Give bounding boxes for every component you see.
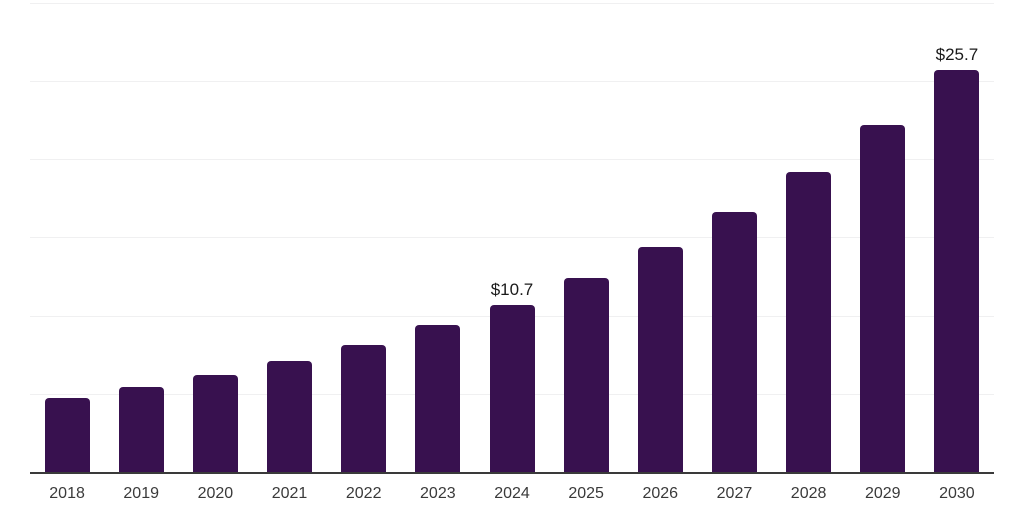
gridline-y-25 — [30, 80, 994, 82]
gridline-y-15 — [30, 237, 994, 239]
bar-2030[interactable] — [934, 69, 980, 472]
gridline-y-20 — [30, 159, 994, 160]
x-tick-2029: 2029 — [864, 485, 901, 502]
x-tick-2018: 2018 — [49, 485, 85, 502]
gridline-y-30 — [30, 2, 994, 4]
bar-2020[interactable] — [192, 374, 238, 472]
data-label-2024: $10.7 — [490, 279, 534, 299]
x-axis-line — [30, 472, 994, 474]
x-tick-2030: 2030 — [939, 485, 975, 502]
bar-2027[interactable] — [711, 212, 757, 472]
bar-2019[interactable] — [118, 387, 164, 472]
x-tick-2020: 2020 — [197, 485, 234, 502]
bar-2029[interactable] — [860, 124, 906, 472]
x-tick-2028: 2028 — [790, 485, 827, 502]
bar-2022[interactable] — [341, 345, 387, 472]
bar-2018[interactable] — [44, 398, 90, 472]
x-tick-2024: 2024 — [494, 485, 530, 502]
bar-2025[interactable] — [563, 277, 609, 472]
bar-2021[interactable] — [267, 360, 313, 472]
bar-2023[interactable] — [415, 324, 461, 472]
x-tick-2022: 2022 — [345, 485, 382, 502]
x-tick-2026: 2026 — [642, 485, 679, 502]
x-tick-2019: 2019 — [123, 485, 159, 502]
x-tick-2027: 2027 — [716, 485, 753, 502]
bar-2028[interactable] — [786, 171, 832, 472]
x-tick-2023: 2023 — [420, 485, 456, 502]
bar-2024[interactable] — [489, 304, 535, 472]
x-tick-2021: 2021 — [271, 485, 308, 502]
x-tick-2025: 2025 — [568, 485, 604, 502]
data-label-2030: $25.7 — [935, 44, 979, 64]
bar-2026[interactable] — [637, 246, 683, 472]
